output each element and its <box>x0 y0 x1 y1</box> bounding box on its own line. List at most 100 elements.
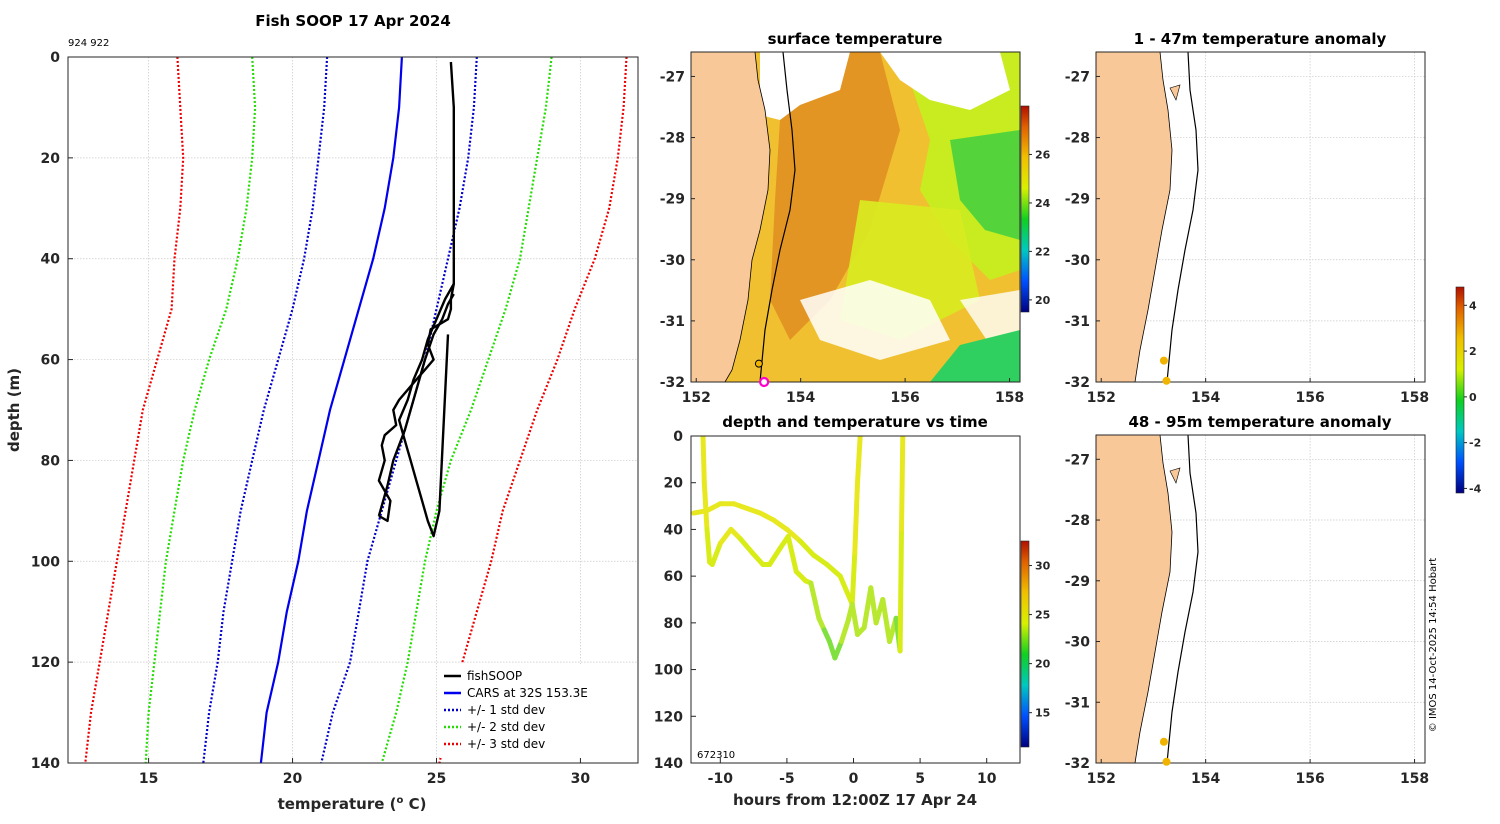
timeseries-colorbar-ticks: 30 25 20 15 <box>1029 560 1051 720</box>
profile-x-tick-label: 20 <box>283 771 303 787</box>
timeseries-segment <box>832 639 844 661</box>
sst-ticks: 152 154 156 158 -27 -28 -29 -30 -31 -32 <box>660 69 1024 406</box>
legend-label-std2: +/- 2 std dev <box>467 720 545 734</box>
anomaly1-y-tick-label: -31 <box>1065 314 1090 330</box>
sst-y-tick-label: -31 <box>660 314 685 330</box>
anomaly2-point <box>1162 757 1171 766</box>
timeseries-segment <box>785 533 799 574</box>
profile-ticks: 15 20 25 30 0 20 40 60 80 100 120 140 <box>31 50 591 787</box>
anomaly-colorbar-tick-label: 4 <box>1469 299 1477 312</box>
legend-label-cars: CARS at 32S 153.3E <box>467 686 588 700</box>
timeseries-segment <box>839 618 851 644</box>
timeseries-segment <box>701 480 710 532</box>
timeseries-x-tick-label: -10 <box>708 771 734 787</box>
anomaly-colorbar-tick-label: 0 <box>1469 391 1477 404</box>
sst-colorbar <box>1020 105 1030 313</box>
anomaly-colorbar-tick-label: -4 <box>1469 482 1482 495</box>
anomaly1-geography <box>1096 52 1199 382</box>
timeseries-lines <box>691 436 906 661</box>
anomaly1-point <box>1162 376 1171 385</box>
sst-colorbar-tick-label: 26 <box>1035 148 1051 161</box>
anomaly1-y-tick-label: -28 <box>1065 131 1090 147</box>
sst-x-tick-label: 156 <box>890 390 919 406</box>
timeseries-y-tick-label: 40 <box>664 522 684 538</box>
timeseries-segment <box>749 550 766 567</box>
sst-y-tick-label: -28 <box>660 131 685 147</box>
anomaly1-x-tick-label: 158 <box>1400 390 1429 406</box>
anomaly-colorbar-tick-label: -2 <box>1469 437 1481 450</box>
timeseries-segment <box>717 526 734 546</box>
anomaly2-y-tick-label: -27 <box>1065 452 1090 468</box>
anomaly2-ticks: 152 154 156 158 -27 -28 -29 -30 -31 -32 <box>1065 452 1429 787</box>
timeseries-y-tick-label: 20 <box>664 476 684 492</box>
sst-field <box>691 52 1020 382</box>
anomaly-colorbar-tick-label: 2 <box>1469 345 1477 358</box>
anomaly1-title: 1 - 47m temperature anomaly <box>1134 30 1387 48</box>
sst-y-tick-label: -29 <box>660 192 685 208</box>
timeseries-segment <box>849 601 860 637</box>
timeseries-panel: depth and temperature vs time -10 -5 0 5 100… <box>654 413 1051 809</box>
credit-text: © IMOS 14-Oct-2025 14:54 Hobart <box>1428 558 1439 733</box>
profile-xlabel-main: temperature ( <box>278 795 397 813</box>
sst-colorbar-tick-label: 22 <box>1035 245 1050 258</box>
timeseries-y-tick-label: 80 <box>664 616 684 632</box>
sst-cloud-south <box>800 280 950 360</box>
anomaly1-shelf-contour <box>1166 52 1199 382</box>
sst-x-tick-label: 152 <box>682 390 711 406</box>
timeseries-segment <box>704 501 723 514</box>
sst-axes-box <box>690 51 1021 383</box>
profile-axes-box <box>67 56 639 764</box>
anomaly-colorbar <box>1455 286 1465 494</box>
anomaly2-title: 48 - 95m temperature anomaly <box>1128 413 1391 431</box>
anomaly2-axes-box <box>1095 434 1426 764</box>
timeseries-segment <box>897 526 904 654</box>
sst-x-tick-label: 158 <box>995 390 1024 406</box>
profile-series-line <box>84 57 185 763</box>
profile-lines <box>84 57 628 763</box>
sst-map-panel: surface temperature 152 154 156 158 -27 -28 -2… <box>660 30 1051 406</box>
anomaly2-y-tick-label: -31 <box>1065 695 1090 711</box>
sst-track-point <box>754 359 763 368</box>
timeseries-colorbar-tick-label: 15 <box>1035 707 1050 720</box>
profile-series-line <box>202 57 329 763</box>
sst-warm-band <box>760 52 900 340</box>
profile-y-tick-label: 60 <box>41 353 61 369</box>
sst-y-tick-label: -30 <box>660 253 686 269</box>
timeseries-segment <box>852 480 860 556</box>
profile-xlabel-tail: C) <box>403 795 426 813</box>
timeseries-segment <box>808 580 822 621</box>
anomaly2-x-tick-label: 152 <box>1087 771 1116 787</box>
profile-series-line <box>259 57 403 763</box>
anomaly1-y-tick-label: -29 <box>1065 192 1090 208</box>
fishsoop-profile-line <box>397 283 455 538</box>
anomaly1-point <box>1159 356 1168 365</box>
sst-cloud-southeast <box>960 290 1020 345</box>
timeseries-colorbar-tick-label: 25 <box>1035 609 1050 622</box>
sst-x-tick-label: 154 <box>786 390 815 406</box>
anomaly1-x-tick-label: 152 <box>1087 390 1116 406</box>
profile-grid <box>68 56 638 764</box>
anomaly1-axes-box <box>1095 51 1426 383</box>
anomaly2-y-tick-label: -28 <box>1065 513 1090 529</box>
figure-title: Fish SOOP 17 Apr 2024 <box>255 12 451 30</box>
anomaly1-points <box>1159 356 1171 385</box>
sst-shelf-contour <box>759 52 796 382</box>
anomaly2-y-tick-label: -32 <box>1065 756 1090 772</box>
anomaly2-point <box>1159 737 1168 746</box>
timeseries-segment <box>767 545 783 567</box>
profile-y-tick-label: 120 <box>31 655 60 671</box>
sst-colorbar-ticks: 26 24 22 20 <box>1029 148 1051 307</box>
anomaly2-y-tick-label: -29 <box>1065 574 1090 590</box>
legend-label-std3: +/- 3 std dev <box>467 737 545 751</box>
timeseries-segment <box>771 517 790 532</box>
timeseries-y-tick-label: 120 <box>654 709 683 725</box>
sst-cloud-northeast <box>880 52 1010 110</box>
profile-x-tick-label: 25 <box>427 771 446 787</box>
anomaly1-y-tick-label: -27 <box>1065 69 1090 85</box>
fishsoop-profile-line <box>377 293 455 517</box>
profile-y-tick-label: 100 <box>31 554 60 570</box>
timeseries-xlabel: hours from 12:00Z 17 Apr 24 <box>733 791 977 809</box>
timeseries-id-label: 672310 <box>697 750 735 761</box>
